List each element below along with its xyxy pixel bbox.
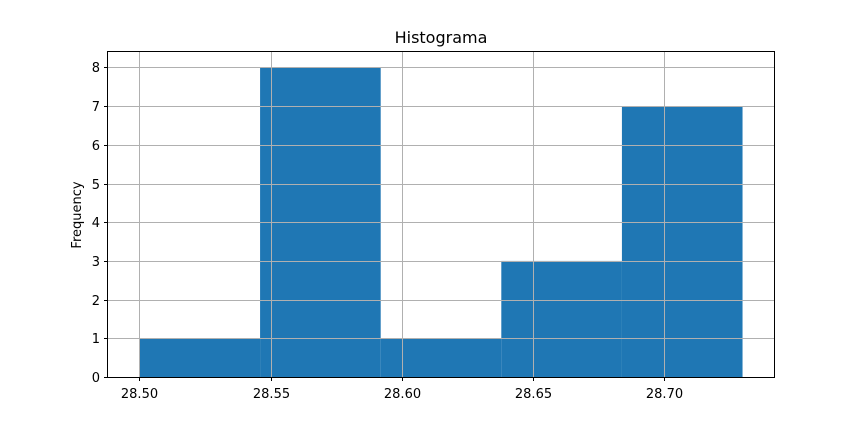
x-tick-label: 28.70 <box>646 387 683 402</box>
bars <box>108 52 774 378</box>
histogram-bar-1 <box>139 338 261 377</box>
x-tick-label: 28.60 <box>384 387 421 402</box>
histogram-bar-3 <box>380 338 502 377</box>
x-tick-label: 28.50 <box>121 387 158 402</box>
ticks: 28.50 28.55 28.60 28.65 28.70 0 1 2 3 4 5 6 7 8 <box>92 61 683 402</box>
x-tick-label: 28.55 <box>253 387 290 402</box>
plot-frame <box>107 51 775 378</box>
histogram-bar-5 <box>621 106 743 378</box>
y-tick-label: 8 <box>92 61 100 76</box>
y-tick-label: 0 <box>92 371 100 386</box>
y-axis-label: Frequency <box>70 181 85 248</box>
y-tick-label: 4 <box>92 216 100 231</box>
y-tick-label: 6 <box>92 139 100 154</box>
y-tick-label: 2 <box>92 294 100 309</box>
x-tick-label: 28.65 <box>515 387 552 402</box>
y-tick-label: 5 <box>92 178 100 193</box>
y-tick-label: 7 <box>92 100 100 115</box>
chart-title: Histograma <box>395 28 488 47</box>
histogram-bar-4 <box>501 260 622 377</box>
y-tick-label: 1 <box>92 332 100 347</box>
y-tick-label: 3 <box>92 255 100 270</box>
